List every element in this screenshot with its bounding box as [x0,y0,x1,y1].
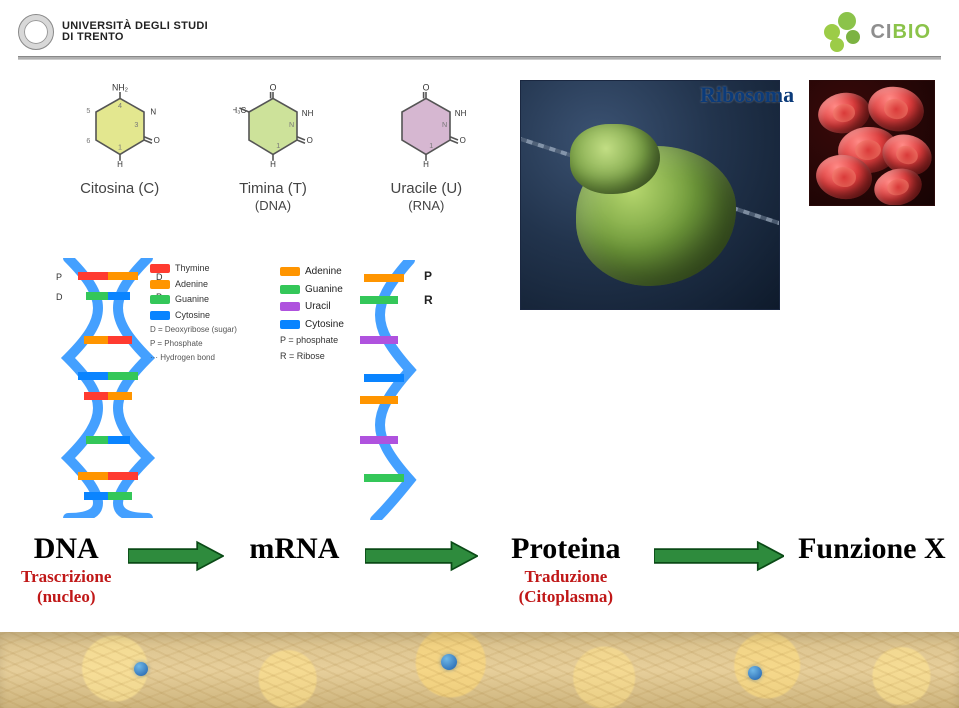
nucleobase-structures-row: NH₂ N H O 5 6 4 3 1 Citosina (C) [58,84,488,244]
legend-item: Adenine [280,264,390,280]
flow-title-proteina: Proteina [484,532,648,566]
blood-cells-panel [809,80,935,206]
cibio-ci: CI [870,21,892,43]
flow-title-funzione: Funzione X [790,532,954,566]
university-logo: UNIVERSITÀ DEGLI STUDI DI TRENTO [18,14,208,50]
flow-sub-nucleo: (nucleo) [10,588,122,606]
arrow-icon [128,538,223,574]
flow-title-mrna: mRNA [230,532,360,566]
flow-node-proteina: Proteina Traduzione (Citoplasma) [484,532,648,606]
legend-note: P = Phosphate [150,338,260,350]
svg-text:3: 3 [134,120,138,129]
svg-text:5: 5 [86,106,90,115]
thymine-label: Timina (T)(DNA) [239,180,307,215]
cibio-wordmark: CIBIO [870,21,931,44]
cibio-mark-icon [822,12,862,52]
legend-note: ··· Hydrogen bond [150,352,260,364]
svg-text:H: H [423,160,429,169]
ribosome-icon [576,146,736,286]
svg-text:H: H [270,160,276,169]
cytosine-structure: NH₂ N H O 5 6 4 3 1 Citosina (C) [58,84,181,244]
legend-item: Adenine [150,278,260,292]
svg-text:NH₂: NH₂ [112,84,128,92]
svg-text:N: N [289,120,294,129]
svg-text:O: O [460,136,466,145]
svg-text:H: H [117,160,123,169]
cibio-logo: CIBIO [822,12,931,52]
rna-legend: Adenine GuanineUracil CytosineP = phosphat… [280,264,390,364]
legend-item: Cytosine [150,309,260,323]
university-name: UNIVERSITÀ DEGLI STUDI DI TRENTO [62,21,208,43]
svg-text:1: 1 [430,141,434,150]
footer-neuron-image [0,632,959,708]
slide-content: NH₂ N H O 5 6 4 3 1 Citosina (C) [0,60,959,620]
legend-item: Guanine [280,282,390,298]
legend-item: Guanine [150,293,260,307]
dna-legend: Thymine AdenineGuanine CytosineD = Deoxyri… [150,262,260,364]
svg-text:P: P [56,272,62,282]
flow-title-dna: DNA [10,532,122,566]
svg-text:N: N [150,107,156,116]
svg-text:6: 6 [86,136,90,145]
svg-text:1: 1 [118,143,122,152]
legend-note: R = Ribose [280,350,390,364]
cibio-bio: BIO [892,21,931,43]
arrow-icon [365,538,477,574]
legend-note: P = phosphate [280,334,390,348]
uracil-ring-icon: O NH O H 1 N [386,84,466,172]
svg-text:O: O [423,84,430,92]
ribosome-panel [520,80,780,310]
svg-text:O: O [153,136,159,145]
uracil-structure: O NH O H 1 N Uracile (U)(RNA) [365,84,488,244]
svg-text:N: N [442,120,447,129]
cytosine-ring-icon: NH₂ N H O 5 6 4 3 1 [80,84,160,172]
svg-text:4: 4 [118,101,122,110]
svg-text:O: O [270,84,277,92]
svg-text:P: P [424,269,432,283]
svg-text:D: D [56,292,63,302]
arrow-icon [654,538,784,574]
svg-text:NH: NH [302,109,313,118]
flow-node-dna: DNA Trascrizione (nucleo) [10,532,122,606]
thymine-ring-icon: O NH O H H₃C 1 N [233,84,313,172]
thymine-structure: O NH O H H₃C 1 N Timina (T)(DNA) [211,84,334,244]
slide-header: UNIVERSITÀ DEGLI STUDI DI TRENTO CIBIO [0,0,959,56]
cytosine-label: Citosina (C) [80,180,159,197]
central-dogma-flow: DNA Trascrizione (nucleo) mRNA Proteina … [6,532,954,606]
svg-text:1: 1 [276,141,280,150]
legend-note: D = Deoxyribose (sugar) [150,324,260,336]
university-line2: DI TRENTO [62,32,208,43]
flow-node-funzione: Funzione X [790,532,954,606]
flow-sub-citoplasma: (Citoplasma) [484,588,648,606]
svg-text:R: R [424,293,433,307]
flow-sub-trascrizione: Trascrizione [10,568,122,586]
flow-sub-traduzione: Traduzione [484,568,648,586]
svg-text:O: O [307,136,313,145]
legend-item: Cytosine [280,317,390,333]
legend-item: Uracil [280,299,390,315]
university-seal-icon [18,14,54,50]
uracil-label: Uracile (U)(RNA) [390,180,462,215]
svg-text:NH: NH [455,109,466,118]
legend-item: Thymine [150,262,260,276]
flow-node-mrna: mRNA [230,532,360,606]
